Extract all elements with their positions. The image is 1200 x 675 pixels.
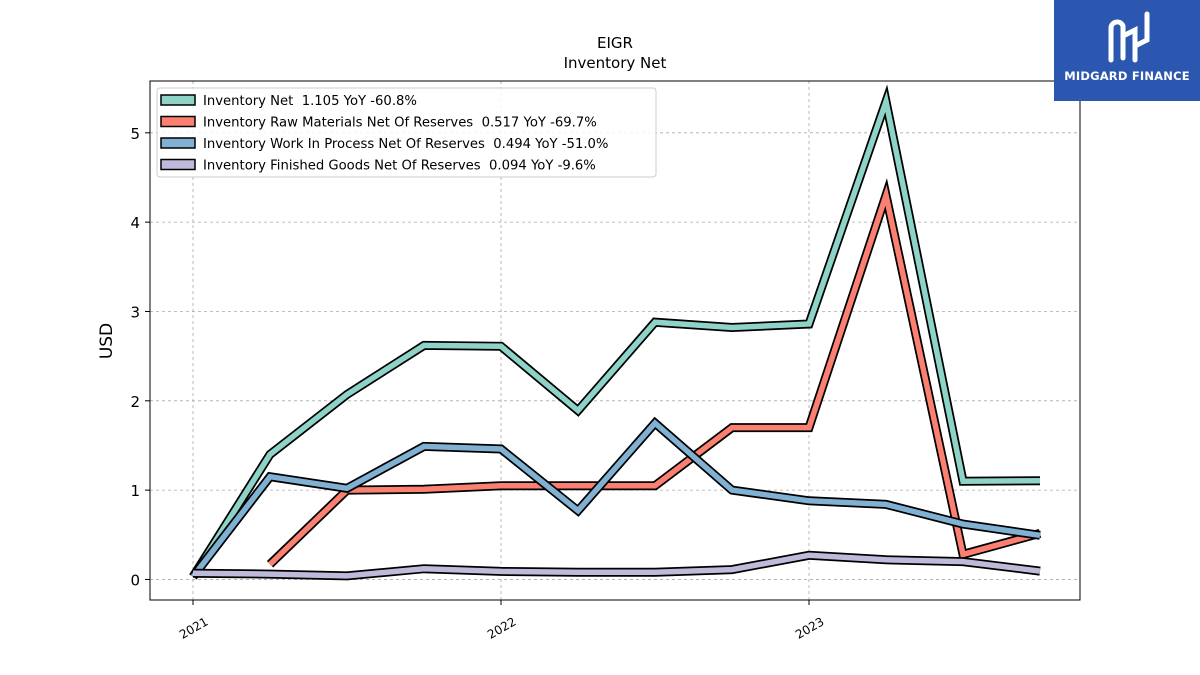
series-line-0: [189, 84, 1041, 580]
series-line-3: [192, 550, 1041, 581]
legend-item: Inventory Work In Process Net Of Reserve…: [160, 137, 608, 152]
y-axis-label: USD: [97, 323, 117, 359]
chart-title: EIGR: [597, 34, 633, 52]
y-ticks: 0 1 2 3 4 5: [130, 125, 150, 589]
y-tick-label: 2: [130, 393, 140, 411]
legend-label: Inventory Work In Process Net Of Reserve…: [203, 137, 608, 152]
legend-swatch: [160, 137, 196, 149]
legend-swatch: [160, 94, 196, 106]
legend-swatch: [160, 115, 196, 128]
legend-label: Inventory Finished Goods Net Of Reserves…: [203, 159, 596, 174]
brand-logo-icon: [1108, 11, 1150, 63]
legend-box: [156, 87, 657, 178]
brand-logo: MIDGARD FINANCE: [1054, 0, 1200, 101]
series-line-2: [189, 416, 1041, 580]
y-tick-label: 0: [130, 571, 140, 589]
series-lines: [189, 84, 1042, 581]
y-tick-label: 1: [130, 482, 140, 500]
legend-item: Inventory Net 1.105 YoY -60.8%: [160, 94, 417, 109]
series-stroke: [192, 552, 1041, 579]
legend-swatch: [160, 158, 196, 171]
series-stroke: [190, 91, 1041, 579]
y-tick-label: 5: [130, 125, 140, 143]
legend-item: Inventory Raw Materials Net Of Reserves …: [160, 115, 597, 131]
plot-area-frame: [149, 80, 1081, 601]
legend-item: Inventory Finished Goods Net Of Reserves…: [160, 158, 596, 174]
legend-label: Inventory Net 1.105 YoY -60.8%: [203, 94, 417, 109]
legend-label: Inventory Raw Materials Net Of Reserves …: [203, 116, 597, 131]
x-tick-label: 2023: [793, 614, 826, 641]
series-stroke: [190, 419, 1041, 579]
x-ticks: 2021 2022 2023: [177, 600, 827, 642]
series-line-1: [266, 178, 1042, 568]
chart-subtitle: Inventory Net: [564, 54, 667, 72]
x-tick-label: 2022: [485, 614, 518, 641]
series-stroke: [268, 184, 1041, 567]
x-tick-label: 2021: [177, 614, 210, 641]
legend: Inventory Net 1.105 YoY -60.8% Inventory …: [156, 87, 657, 178]
y-tick-label: 3: [130, 303, 140, 321]
brand-name: MIDGARD FINANCE: [1064, 69, 1190, 83]
y-tick-label: 4: [130, 214, 140, 232]
series-outline: [189, 416, 1041, 580]
